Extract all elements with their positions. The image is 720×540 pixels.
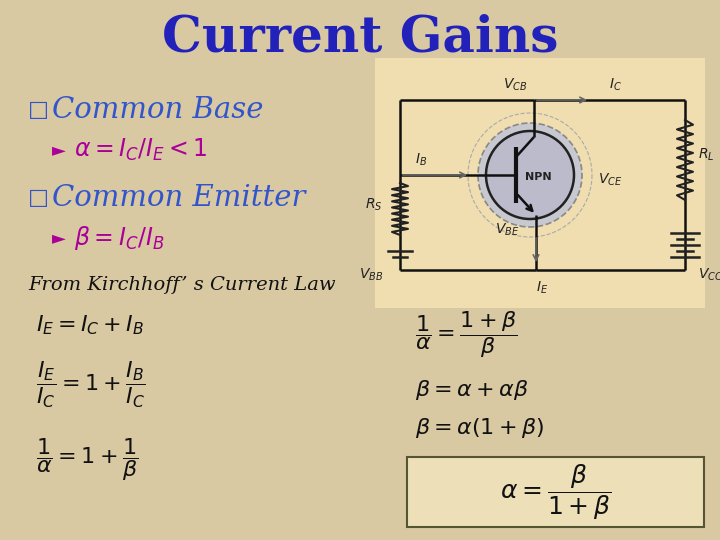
Circle shape <box>486 131 574 219</box>
Text: $I_B$: $I_B$ <box>415 152 427 168</box>
Text: From Kirchhoff’ s Current Law: From Kirchhoff’ s Current Law <box>28 276 336 294</box>
Text: $\dfrac{I_E}{I_C} = 1 + \dfrac{I_B}{I_C}$: $\dfrac{I_E}{I_C} = 1 + \dfrac{I_B}{I_C}… <box>36 360 145 410</box>
Text: $R_S$: $R_S$ <box>366 197 383 213</box>
Text: $\alpha = I_C/I_E < 1$: $\alpha = I_C/I_E < 1$ <box>74 137 207 163</box>
Text: $\dfrac{1}{\alpha} = 1 + \dfrac{1}{\beta}$: $\dfrac{1}{\alpha} = 1 + \dfrac{1}{\beta… <box>36 436 138 483</box>
Text: $V_{CC}$: $V_{CC}$ <box>698 267 720 283</box>
Text: $V_{BB}$: $V_{BB}$ <box>359 267 383 283</box>
Text: $I_C$: $I_C$ <box>608 77 621 93</box>
Text: ►: ► <box>52 141 66 159</box>
Text: □: □ <box>28 100 49 120</box>
FancyBboxPatch shape <box>407 457 704 527</box>
Text: ►: ► <box>52 229 66 247</box>
Text: $V_{CE}$: $V_{CE}$ <box>598 172 622 188</box>
Text: $\dfrac{1}{\alpha} = \dfrac{1+\beta}{\beta}$: $\dfrac{1}{\alpha} = \dfrac{1+\beta}{\be… <box>415 309 518 361</box>
Text: $V_{CB}$: $V_{CB}$ <box>503 77 527 93</box>
Text: $R_L$: $R_L$ <box>698 147 714 163</box>
Text: $\alpha = \dfrac{\beta}{1+\beta}$: $\alpha = \dfrac{\beta}{1+\beta}$ <box>500 462 612 522</box>
Text: $I_E$: $I_E$ <box>536 280 548 296</box>
FancyBboxPatch shape <box>375 58 705 308</box>
Text: NPN: NPN <box>525 172 552 182</box>
Text: $\beta = \alpha(1+\beta)$: $\beta = \alpha(1+\beta)$ <box>415 416 544 440</box>
Text: $V_{BE}$: $V_{BE}$ <box>495 222 519 238</box>
Text: Current Gains: Current Gains <box>162 14 558 63</box>
Text: Common Emitter: Common Emitter <box>52 184 305 212</box>
Text: $\beta = I_C/I_B$: $\beta = I_C/I_B$ <box>74 224 165 252</box>
Circle shape <box>478 123 582 227</box>
Text: □: □ <box>28 188 49 208</box>
Text: $\beta = \alpha + \alpha\beta$: $\beta = \alpha + \alpha\beta$ <box>415 378 528 402</box>
Text: $I_E = I_C + I_B$: $I_E = I_C + I_B$ <box>36 313 144 337</box>
Text: Common Base: Common Base <box>52 96 264 124</box>
